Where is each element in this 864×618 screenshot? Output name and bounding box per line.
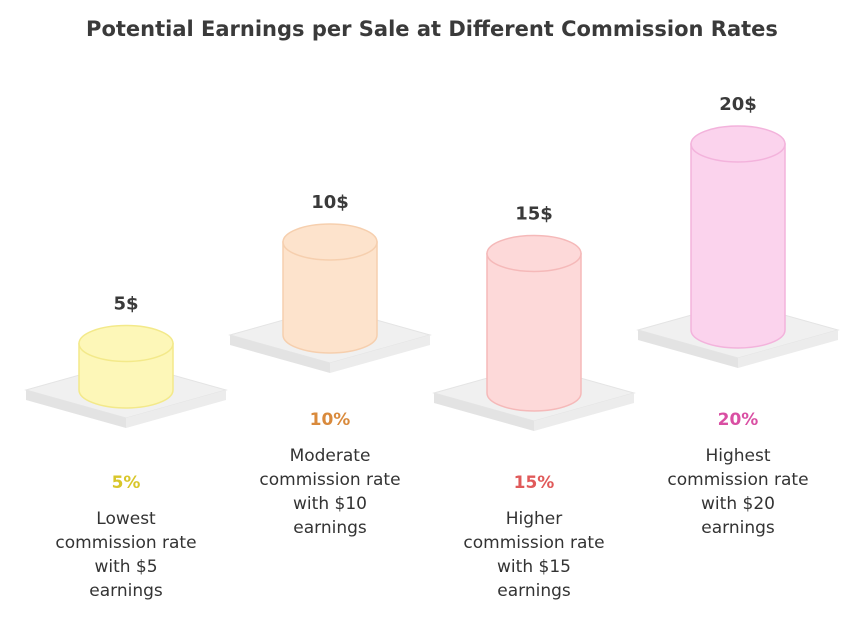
bars-layer: 5$ 5% Lowest commission rate with $5 earnings… [24,94,840,601]
bar-top [78,324,174,363]
bar-group: 10$ 10% Moderate commission rate with $10 ear… [228,192,432,538]
description-line: commission rate [55,533,196,553]
bar [486,252,582,412]
value-label: 20$ [719,94,757,115]
platform-side-right [534,393,634,431]
description-line: earnings [701,518,775,538]
description-line: Higher [506,509,563,529]
platform-side-right [738,330,838,368]
bar-group: 20$ 20% Highest commission rate with $20 earn… [636,94,840,538]
platform-side-left [26,390,126,428]
description-line: earnings [497,581,571,601]
bar-top [486,234,582,273]
value-label: 15$ [515,204,553,225]
bar [690,143,786,349]
category-label: 10% [310,410,351,430]
platform-side-right [330,335,430,373]
category-label: 5% [112,473,141,493]
description-line: Highest [705,446,770,466]
description-line: with $20 [701,494,775,514]
platform-side-left [230,335,330,373]
category-label: 20% [718,410,759,430]
description-line: earnings [293,518,367,538]
value-label: 10$ [311,192,349,213]
description-line: commission rate [259,470,400,490]
platform-side-right [126,390,226,428]
description-line: Moderate [290,446,371,466]
bar-top [690,125,786,163]
description-line: with $5 [94,557,157,577]
description-line: with $15 [497,557,571,577]
bar-group: 5$ 5% Lowest commission rate with $5 earnings [24,294,228,601]
description-line: with $10 [293,494,367,514]
chart-title: Potential Earnings per Sale at Different… [86,17,778,41]
platform-side-left [638,330,738,368]
description-line: commission rate [667,470,808,490]
bar [282,241,378,354]
bar-group: 15$ 15% Higher commission rate with $15 earni… [432,204,636,601]
description-line: commission rate [463,533,604,553]
category-label: 15% [514,473,555,493]
platform-side-left [434,393,534,431]
description-line: Lowest [96,509,156,529]
description-line: earnings [89,581,163,601]
bar-top [282,223,378,261]
value-label: 5$ [113,294,138,315]
